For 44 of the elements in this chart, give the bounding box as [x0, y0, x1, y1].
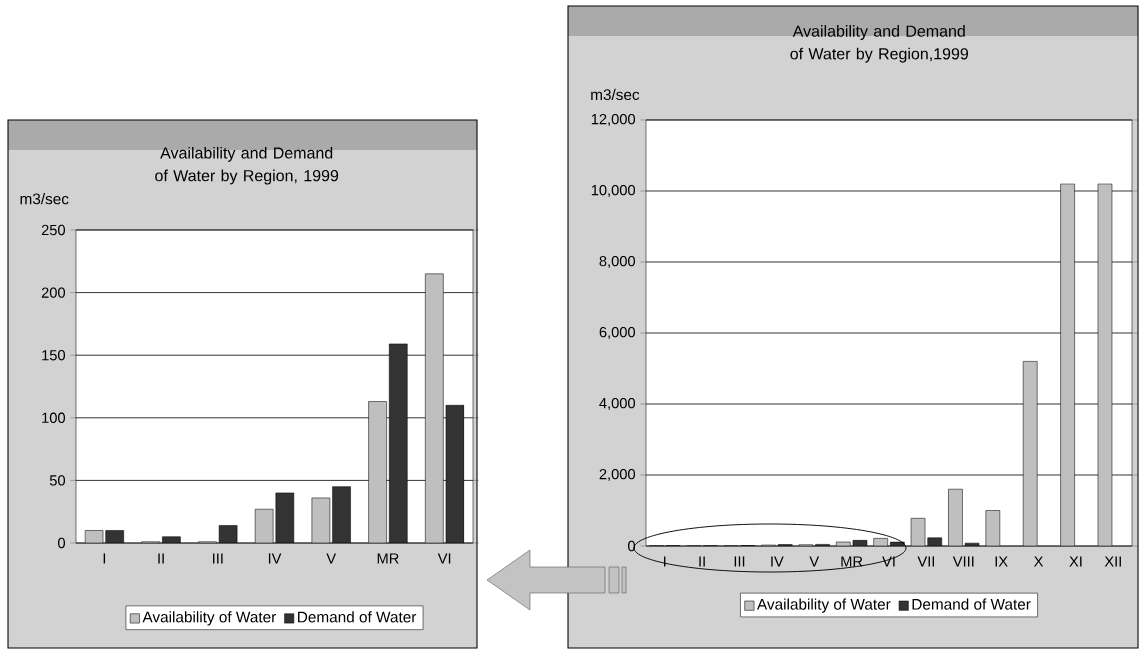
x-tick-label: VI	[437, 553, 451, 564]
y-tick-label: 0	[58, 537, 66, 549]
x-tick-label: IV	[268, 553, 282, 564]
x-tick-label: II	[699, 556, 705, 567]
x-tick-label: IX	[995, 556, 1008, 567]
chart-title: Availability and Demand of Water by Region,1999	[790, 25, 969, 63]
chart-title: Availability and Demand of Water by Region, 1999	[155, 146, 339, 185]
x-tick-label: III	[213, 553, 223, 564]
y-tick-label: 50	[49, 475, 66, 486]
x-tick-label: III	[734, 556, 745, 567]
bar	[948, 488, 963, 546]
y-tick-label: 250	[41, 224, 66, 236]
legend-label: Availability of Water	[142, 611, 276, 626]
x-tick-label: XII	[1104, 556, 1121, 567]
y-tick-label: 4,000	[599, 397, 636, 411]
x-tick-label: VI	[882, 556, 895, 567]
bar	[1022, 361, 1038, 546]
x-tick-label: V	[809, 556, 820, 567]
legend-label: Demand of Water	[912, 598, 1031, 610]
x-tick-label: IV	[771, 556, 784, 567]
y-tick-label: 200	[41, 287, 66, 298]
x-tick-label: V	[326, 553, 337, 564]
y-axis-title: m3/sec	[591, 88, 640, 101]
y-tick-label: 12,000	[591, 113, 636, 127]
y-tick-label: 150	[42, 350, 66, 361]
x-tick-label: II	[158, 553, 164, 564]
y-tick-label: 0	[628, 540, 636, 552]
y-tick-label: 10,000	[591, 184, 636, 198]
x-tick-label: I	[664, 556, 666, 567]
x-tick-label: VIII	[952, 556, 974, 567]
x-tick-label: X	[1033, 556, 1044, 567]
legend-label: Demand of Water	[298, 611, 417, 623]
y-tick-label: 6,000	[599, 326, 636, 340]
x-tick-label: I	[103, 553, 106, 564]
y-tick-label: 2,000	[599, 468, 636, 482]
x-tick-label: XI	[1069, 556, 1082, 567]
x-tick-label: MR	[841, 556, 863, 567]
y-tick-label: 8,000	[599, 255, 636, 269]
legend-label: Availability of Water	[757, 598, 891, 613]
x-tick-label: MR	[377, 553, 399, 564]
y-tick-label: 100	[42, 412, 66, 423]
y-axis-title: m3/sec	[20, 193, 69, 205]
x-tick-label: VII	[917, 556, 935, 567]
bar	[1060, 183, 1075, 546]
